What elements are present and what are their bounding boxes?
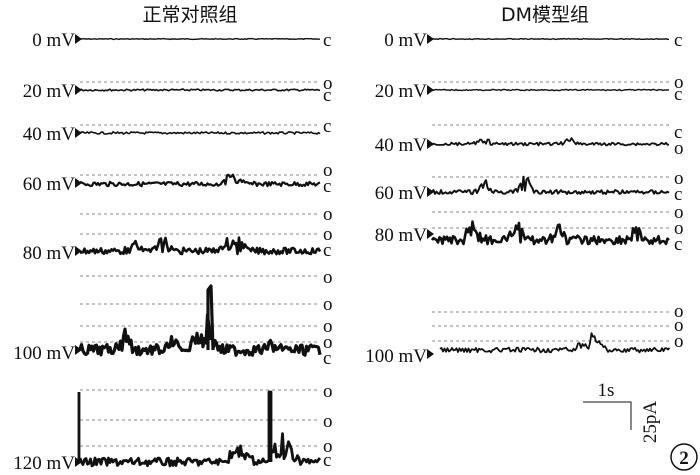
current-trace bbox=[79, 88, 321, 92]
trace-row: 0 mV c bbox=[384, 30, 682, 51]
trace-row: 60 mV o c bbox=[375, 168, 684, 205]
state-label: o bbox=[323, 294, 333, 315]
state-label: o bbox=[674, 331, 684, 352]
current-trace bbox=[431, 175, 670, 195]
scale-bar-lines bbox=[583, 401, 632, 430]
scale-bar: 1s 25pA bbox=[583, 380, 661, 443]
state-label: o bbox=[323, 204, 333, 225]
voltage-label: 40 mV bbox=[23, 124, 76, 145]
current-trace bbox=[439, 332, 671, 354]
state-label: c bbox=[323, 116, 331, 137]
figure-number-badge: 2 bbox=[670, 443, 698, 471]
current-trace bbox=[80, 37, 321, 41]
arrow-icon bbox=[427, 187, 434, 197]
voltage-label: 60 mV bbox=[23, 174, 76, 195]
current-trace bbox=[79, 173, 321, 188]
state-label: c bbox=[674, 30, 682, 51]
arrow-icon bbox=[427, 349, 434, 359]
scale-time-label: 1s bbox=[598, 380, 615, 401]
panel-dm: 0 mV c 20 mV o c 40 mV c o 60 mV o bbox=[365, 30, 683, 367]
state-label: o bbox=[674, 315, 684, 336]
arrow-icon bbox=[427, 85, 434, 95]
badge-number: 2 bbox=[679, 448, 689, 469]
voltage-label: 100 mV bbox=[13, 343, 75, 364]
current-trace bbox=[78, 284, 322, 357]
state-label: c bbox=[323, 240, 331, 261]
arrow-icon bbox=[75, 85, 82, 95]
state-label: c bbox=[323, 85, 331, 106]
panel-control: 0 mV c 20 mV o c 40 mV c 60 mV o c bbox=[13, 30, 332, 474]
trace-row: 100 mV o o o bbox=[365, 301, 683, 367]
state-label: c bbox=[674, 122, 682, 143]
current-trace bbox=[431, 88, 669, 92]
voltage-label: 100 mV bbox=[365, 346, 427, 367]
trace-row: 40 mV c bbox=[23, 116, 332, 145]
current-trace bbox=[79, 236, 322, 256]
state-label: o bbox=[674, 168, 684, 189]
state-label: c bbox=[674, 234, 682, 255]
trace-row: 60 mV o c bbox=[23, 160, 333, 197]
arrow-icon bbox=[75, 178, 82, 188]
current-trace bbox=[77, 390, 322, 468]
state-label: o bbox=[323, 73, 333, 94]
state-label: o bbox=[323, 267, 333, 288]
state-label: c bbox=[674, 84, 682, 105]
state-label: c bbox=[323, 348, 331, 369]
panel-title-control: 正常对照组 bbox=[142, 4, 237, 26]
current-trace bbox=[430, 220, 670, 246]
voltage-label: 20 mV bbox=[375, 81, 428, 102]
current-trace bbox=[431, 37, 670, 41]
trace-row: 20 mV o c bbox=[375, 72, 684, 105]
voltage-label: 20 mV bbox=[23, 81, 76, 102]
state-label: o bbox=[323, 436, 333, 457]
arrow-icon bbox=[427, 229, 434, 239]
arrow-icon bbox=[75, 246, 82, 256]
trace-row: 80 mV o o c bbox=[23, 204, 333, 264]
trace-row: 0 mV c bbox=[32, 30, 331, 51]
voltage-label: 120 mV bbox=[13, 453, 75, 474]
arrow-icon bbox=[75, 128, 82, 138]
state-label: c bbox=[323, 450, 331, 471]
current-trace bbox=[431, 137, 670, 147]
state-label: o bbox=[674, 301, 684, 322]
state-label: o bbox=[674, 202, 684, 223]
state-label: c bbox=[323, 30, 331, 51]
trace-row: 20 mV o c bbox=[23, 73, 333, 106]
panel-title-dm: DM模型组 bbox=[501, 4, 589, 26]
voltage-label: 80 mV bbox=[375, 225, 428, 246]
state-label: o bbox=[323, 381, 333, 402]
trace-row: 100 mV o o o o c bbox=[13, 267, 332, 369]
scale-current-label: 25pA bbox=[640, 401, 661, 444]
state-label: o bbox=[323, 224, 333, 245]
voltage-label: 0 mV bbox=[32, 30, 75, 51]
badge-circle bbox=[670, 443, 698, 471]
voltage-label: 60 mV bbox=[375, 183, 428, 204]
state-label: c bbox=[323, 176, 331, 197]
voltage-label: 0 mV bbox=[384, 30, 427, 51]
state-label: c bbox=[674, 184, 682, 205]
state-label: o bbox=[674, 138, 684, 159]
arrow-icon bbox=[75, 345, 82, 355]
trace-row: 120 mV o o o c bbox=[13, 381, 332, 474]
state-label: o bbox=[323, 160, 333, 181]
state-label: o bbox=[323, 332, 333, 353]
voltage-label: 40 mV bbox=[375, 135, 428, 156]
arrow-icon bbox=[427, 139, 434, 149]
state-label: o bbox=[674, 72, 684, 93]
state-label: o bbox=[674, 218, 684, 239]
arrow-icon bbox=[427, 34, 434, 44]
current-trace bbox=[79, 131, 321, 135]
arrow-icon bbox=[75, 34, 82, 44]
state-label: o bbox=[323, 411, 333, 432]
trace-row: 40 mV c o bbox=[375, 122, 684, 159]
state-label: o bbox=[323, 316, 333, 337]
voltage-label: 80 mV bbox=[23, 243, 76, 264]
trace-row: 80 mV o o c bbox=[375, 202, 684, 255]
